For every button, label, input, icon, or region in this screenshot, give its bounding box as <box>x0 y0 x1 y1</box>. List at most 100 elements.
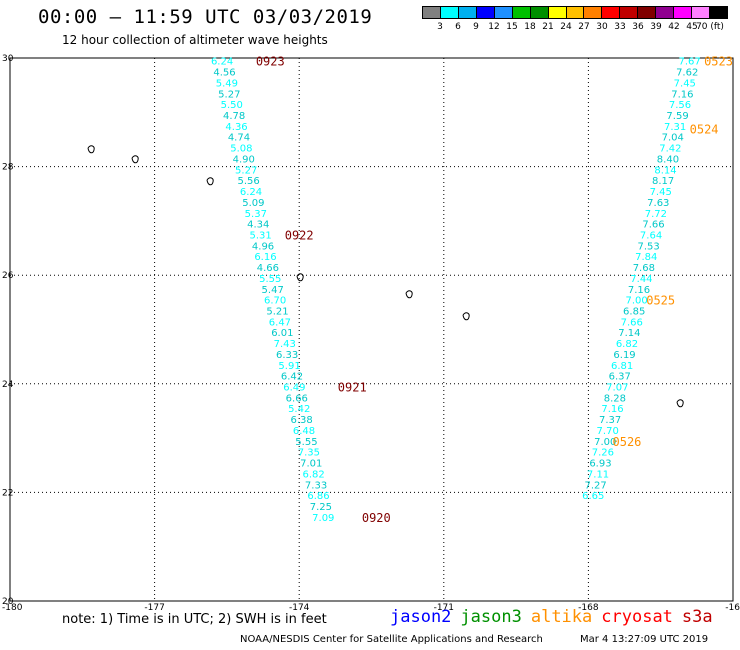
lat-label: 20 <box>2 597 14 607</box>
island-outline <box>405 290 413 299</box>
wave-height-value: 7.44 <box>630 274 652 285</box>
footer-note: note: 1) Time is in UTC; 2) SWH is in fe… <box>62 612 327 627</box>
colorbar <box>422 6 728 19</box>
wave-height-value: 4.78 <box>223 111 245 122</box>
colorbar-swatch <box>620 7 639 18</box>
lat-label: 30 <box>2 54 14 64</box>
colorbar-label: 9 <box>473 22 479 32</box>
wave-height-value: 4.56 <box>213 68 235 79</box>
wave-height-value: 7.00 <box>594 437 616 448</box>
wave-height-value: 4.34 <box>247 220 269 231</box>
wave-height-value: 5.21 <box>266 306 288 317</box>
island-outline <box>462 312 470 321</box>
wave-height-value: 6.93 <box>589 459 611 470</box>
colorbar-swatch <box>656 7 675 18</box>
lat-label: 26 <box>2 271 14 281</box>
colorbar-label: 27 <box>578 22 590 32</box>
colorbar-label: 6 <box>455 22 461 32</box>
wave-height-value: 7.37 <box>599 415 621 426</box>
wave-height-value: 6.70 <box>264 296 286 307</box>
wave-height-value: 6.65 <box>582 491 604 502</box>
colorbar-swatch <box>710 7 727 18</box>
wave-height-value: 5.91 <box>278 361 300 372</box>
colorbar-label: 39 <box>650 22 662 32</box>
wave-height-value: 6.01 <box>271 328 293 339</box>
wave-height-value: 5.47 <box>262 285 284 296</box>
wave-height-value: 8.40 <box>657 154 679 165</box>
lon-label: -16 <box>725 603 740 613</box>
satellite-jason2: jason2 <box>390 607 452 627</box>
wave-height-value: 7.64 <box>640 230 662 241</box>
wave-height-value: 7.62 <box>676 68 698 79</box>
wave-height-value: 8.28 <box>604 393 626 404</box>
wave-height-value: 7.33 <box>305 480 327 491</box>
colorbar-label: 30 <box>596 22 608 32</box>
lon-label: -177 <box>144 603 164 613</box>
wave-height-value: 7.26 <box>592 448 614 459</box>
colorbar-swatch <box>566 7 585 18</box>
wave-height-value: 5.42 <box>288 404 310 415</box>
pass-time-label: 0523 <box>704 55 733 69</box>
lat-label: 28 <box>2 163 14 173</box>
colorbar-swatch <box>584 7 603 18</box>
wave-height-value: 7.45 <box>650 187 672 198</box>
colorbar-label: 42 <box>668 22 680 32</box>
wave-height-value: 7.09 <box>312 513 334 524</box>
colorbar-swatch <box>494 7 513 18</box>
colorbar-label: 18 <box>524 22 536 32</box>
wave-height-value: 5.49 <box>216 78 238 89</box>
colorbar-swatch <box>548 7 567 18</box>
wave-height-value: 7.00 <box>625 296 647 307</box>
wave-height-value: 7.67 <box>678 57 700 68</box>
satellite-altika: altika <box>530 607 593 627</box>
wave-height-value: 6.82 <box>616 339 638 350</box>
wave-height-value: 7.53 <box>638 241 660 252</box>
colorbar-swatch <box>458 7 477 18</box>
wave-height-value: 5.37 <box>245 209 267 220</box>
colorbar-swatch <box>602 7 621 18</box>
wave-height-value: 7.45 <box>674 78 696 89</box>
wave-height-value: 7.27 <box>584 480 606 491</box>
satellite-s3a: s3a <box>681 607 713 627</box>
wave-height-value: 5.56 <box>237 176 259 187</box>
wave-height-value: 7.16 <box>628 285 650 296</box>
wave-height-value: 7.66 <box>642 220 664 231</box>
island-outline <box>296 273 304 282</box>
pass-time-label: 0923 <box>256 55 285 69</box>
credit-text: NOAA/NESDIS Center for Satellite Applica… <box>240 634 543 645</box>
wave-height-value: 6.81 <box>611 361 633 372</box>
wave-height-value: 8.17 <box>652 176 674 187</box>
map-frame <box>9 57 734 602</box>
wave-height-value: 6.86 <box>307 491 329 502</box>
colorbar-swatch <box>674 7 693 18</box>
wave-height-value: 7.84 <box>635 252 657 263</box>
colorbar-label: 70 (ft) <box>696 22 724 32</box>
colorbar-label: 45 <box>686 22 698 32</box>
colorbar-label: 21 <box>542 22 554 32</box>
wave-height-value: 7.63 <box>647 198 669 209</box>
wave-height-value: 6.16 <box>254 252 276 263</box>
island-outline <box>131 155 139 164</box>
satellite-jason3: jason3 <box>460 607 522 627</box>
wave-height-value: 7.43 <box>274 339 296 350</box>
island-outline <box>206 177 214 186</box>
wave-height-value: 7.42 <box>659 144 681 155</box>
wave-height-value: 7.04 <box>662 133 684 144</box>
wave-height-value: 6.37 <box>609 372 631 383</box>
wave-height-value: 5.55 <box>259 274 281 285</box>
wave-height-value: 7.16 <box>601 404 623 415</box>
wave-height-value: 6.42 <box>281 372 303 383</box>
wave-height-value: 8.14 <box>654 165 676 176</box>
wave-height-value: 6.49 <box>283 383 305 394</box>
wave-height-value: 7.16 <box>671 89 693 100</box>
wave-height-value: 5.31 <box>250 230 272 241</box>
wave-height-value: 7.31 <box>664 122 686 133</box>
wave-height-value: 6.47 <box>269 317 291 328</box>
colorbar-swatch <box>440 7 459 18</box>
wave-height-value: 6.66 <box>286 393 308 404</box>
colorbar-label: 15 <box>506 22 518 32</box>
pass-time-label: 0922 <box>285 228 314 242</box>
colorbar-swatch <box>638 7 657 18</box>
wave-height-value: 6.48 <box>293 426 315 437</box>
wave-height-value: 5.09 <box>242 198 264 209</box>
